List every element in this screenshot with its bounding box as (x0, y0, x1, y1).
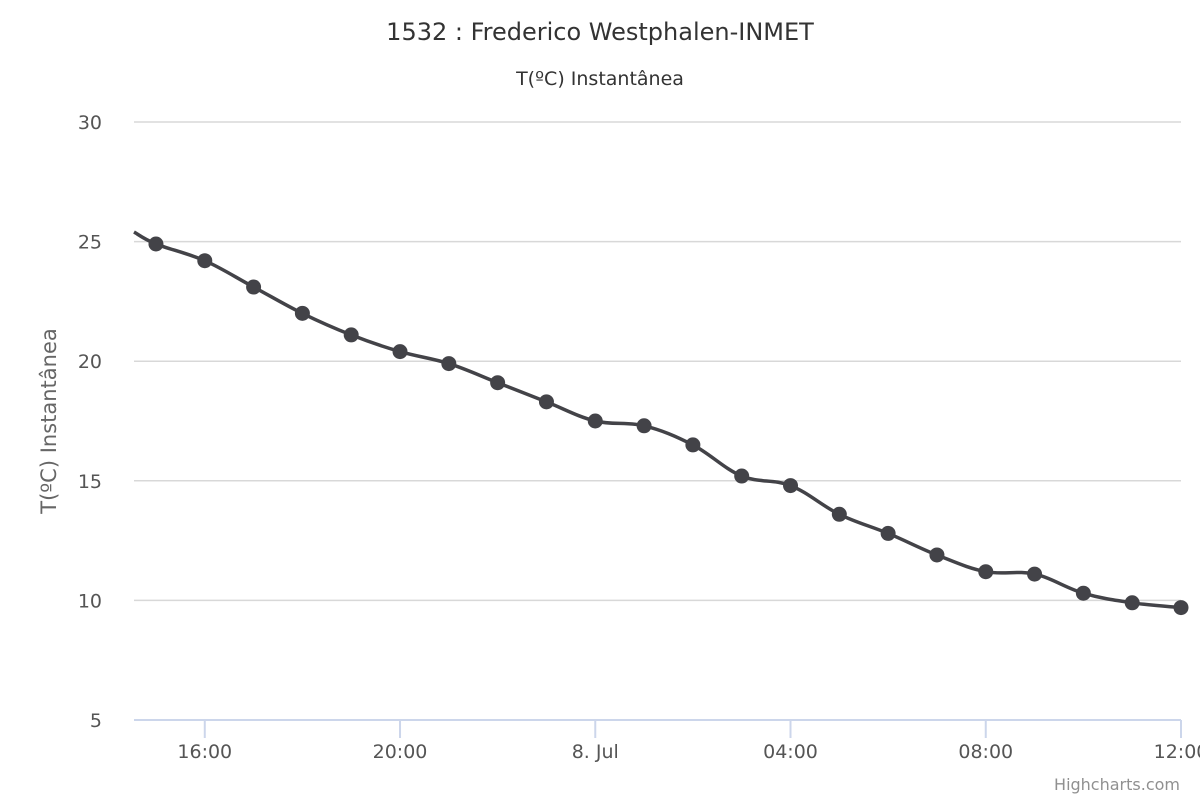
data-point-20 (1124, 595, 1140, 611)
y-axis-labels: 5 10 15 20 25 30 (78, 112, 102, 732)
y-tick-label-20: 20 (78, 351, 102, 373)
data-point-3 (294, 305, 310, 321)
data-points (148, 236, 1189, 616)
x-tick-label-4: 08:00 (958, 741, 1013, 763)
y-axis-title: T(ºC) Instantânea (37, 328, 61, 515)
data-point-13 (783, 478, 799, 494)
data-point-14 (831, 506, 847, 522)
y-tick-label-15: 15 (78, 471, 102, 493)
x-tick-label-2: 8. Jul (572, 741, 619, 763)
x-axis-labels: 16:00 20:00 8. Jul 04:00 08:00 12:00 (177, 741, 1200, 763)
data-point-2 (246, 279, 262, 295)
series-temperature (133, 230, 1182, 610)
data-point-19 (1075, 585, 1091, 601)
y-tick-label-5: 5 (90, 710, 102, 732)
data-point-4 (343, 327, 359, 343)
highcharts-credits[interactable]: Highcharts.com (1054, 775, 1180, 794)
data-point-9 (587, 413, 603, 429)
x-axis (134, 719, 1182, 738)
x-tick-label-3: 04:00 (763, 741, 818, 763)
series-line (133, 230, 1182, 610)
x-tick-label-1: 20:00 (373, 741, 428, 763)
data-point-12 (734, 468, 750, 484)
x-tick-label-5: 12:00 (1154, 741, 1200, 763)
data-point-11 (685, 437, 701, 453)
chart-subtitle: T(ºC) Instantânea (515, 68, 684, 90)
data-point-0 (148, 236, 164, 252)
data-point-17 (978, 564, 994, 580)
data-point-15 (880, 525, 896, 541)
grid-lines (134, 121, 1181, 602)
data-point-16 (929, 547, 945, 563)
data-point-7 (490, 375, 506, 391)
data-point-21 (1173, 600, 1189, 616)
data-point-6 (441, 356, 457, 372)
data-point-5 (392, 344, 408, 360)
y-tick-label-10: 10 (78, 590, 102, 612)
y-tick-label-25: 25 (78, 232, 102, 254)
data-point-18 (1027, 566, 1043, 582)
y-tick-label-30: 30 (78, 112, 102, 134)
data-point-1 (197, 253, 213, 269)
data-point-10 (636, 418, 652, 434)
chart-title: 1532 : Frederico Westphalen-INMET (386, 18, 814, 46)
x-tick-label-0: 16:00 (177, 741, 232, 763)
data-point-8 (538, 394, 554, 410)
